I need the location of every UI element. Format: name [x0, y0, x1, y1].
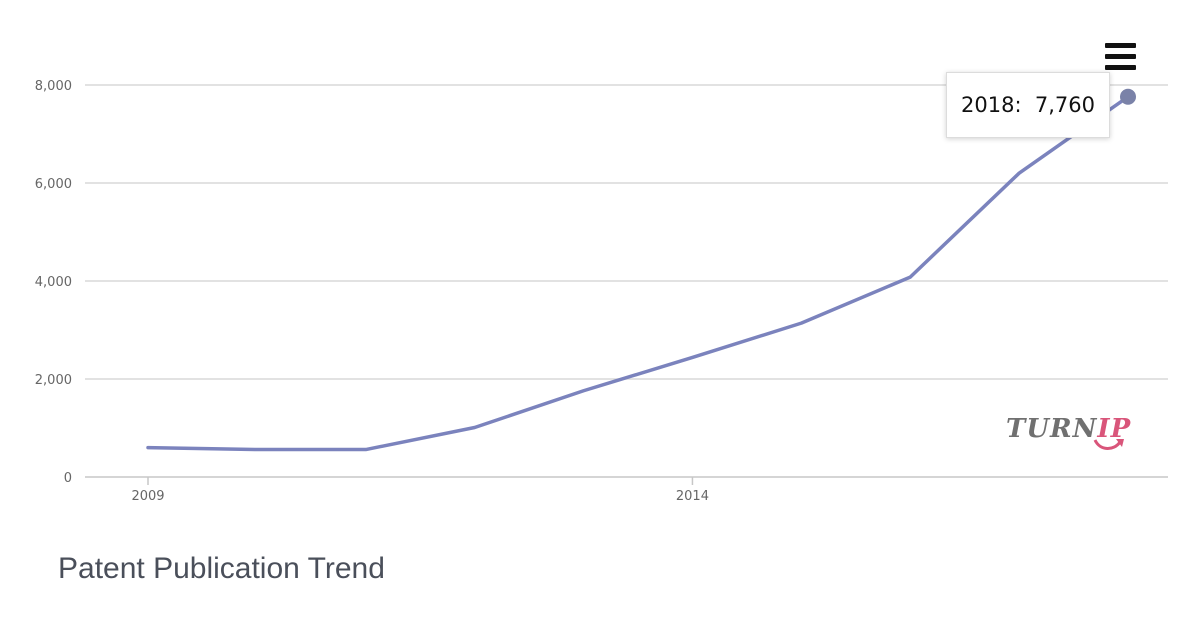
y-tick-label-2: 4,000 [35, 275, 72, 290]
chart-title: Patent Publication Trend [58, 552, 385, 585]
y-tick-label-4: 8,000 [35, 79, 72, 94]
hamburger-menu-icon[interactable] [1100, 40, 1140, 74]
turnip-watermark: TURNIP [1006, 414, 1132, 450]
x-tick-label-1: 2014 [676, 489, 709, 504]
y-tick-label-3: 6,000 [35, 177, 72, 192]
watermark-part2: IP [1097, 414, 1132, 444]
curved-arrow-icon [1093, 439, 1124, 450]
watermark-part1: TURN [1006, 414, 1098, 444]
data-point-tooltip: 2018: 7,760 [946, 72, 1110, 138]
x-tick-label-0: 2009 [131, 489, 164, 504]
y-tick-label-1: 2,000 [35, 373, 72, 388]
y-tick-label-0: 0 [64, 471, 72, 486]
series-line-0 [146, 95, 1130, 452]
data-point-marker-2018 [1120, 88, 1136, 105]
